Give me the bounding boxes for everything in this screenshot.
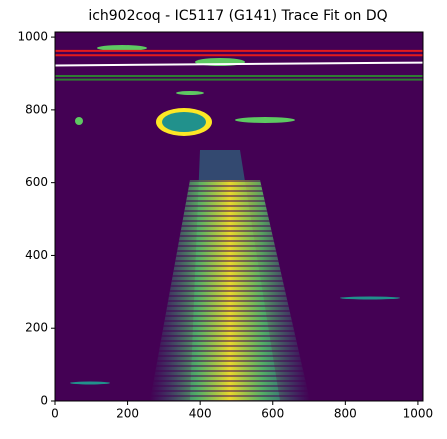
x-tick-label: 800 — [334, 407, 357, 421]
streak — [70, 381, 110, 385]
x-tick-label: 600 — [261, 407, 284, 421]
streak — [340, 296, 400, 300]
x-tick-label: 400 — [189, 407, 212, 421]
chart-title: ich902coq - IC5117 (G141) Trace Fit on D… — [88, 8, 387, 24]
x-tick-label: 200 — [116, 407, 139, 421]
trace-line — [55, 61, 423, 67]
bright-source-core — [162, 112, 206, 132]
axes-frame — [54, 31, 424, 402]
streak — [176, 91, 204, 95]
y-tick-label: 800 — [25, 102, 48, 116]
image — [55, 32, 423, 401]
y-tick-label: 400 — [25, 248, 48, 262]
y-tick-label: 1000 — [17, 30, 48, 44]
streak — [235, 117, 295, 123]
streak — [97, 45, 147, 51]
spot — [75, 117, 83, 125]
x-tick-label: 0 — [51, 407, 59, 421]
y-tick-label: 0 — [40, 394, 48, 408]
y-tick-label: 600 — [25, 175, 48, 189]
x-tick-label: 1000 — [403, 407, 434, 421]
spectrum-stripes — [150, 180, 310, 401]
y-tick-label: 200 — [25, 321, 48, 335]
